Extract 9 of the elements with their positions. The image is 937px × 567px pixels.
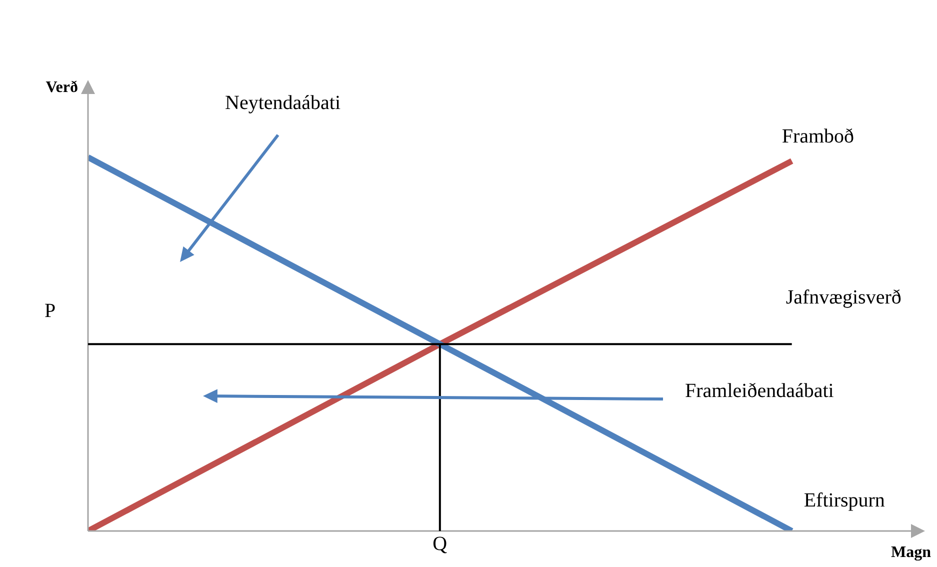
series-label: Framboð	[782, 125, 854, 148]
text: Neytendaábati	[225, 92, 340, 115]
text: Q	[432, 533, 448, 555]
x-axis-title: Magn	[891, 544, 932, 562]
series-label: Eftirspurn	[804, 489, 885, 512]
text: P	[44, 300, 56, 322]
ref-line-label: Jafnvægisverð	[786, 286, 902, 308]
annotation: Framleiðendaábati	[685, 380, 834, 403]
y-axis-title: Verð	[46, 79, 78, 96]
